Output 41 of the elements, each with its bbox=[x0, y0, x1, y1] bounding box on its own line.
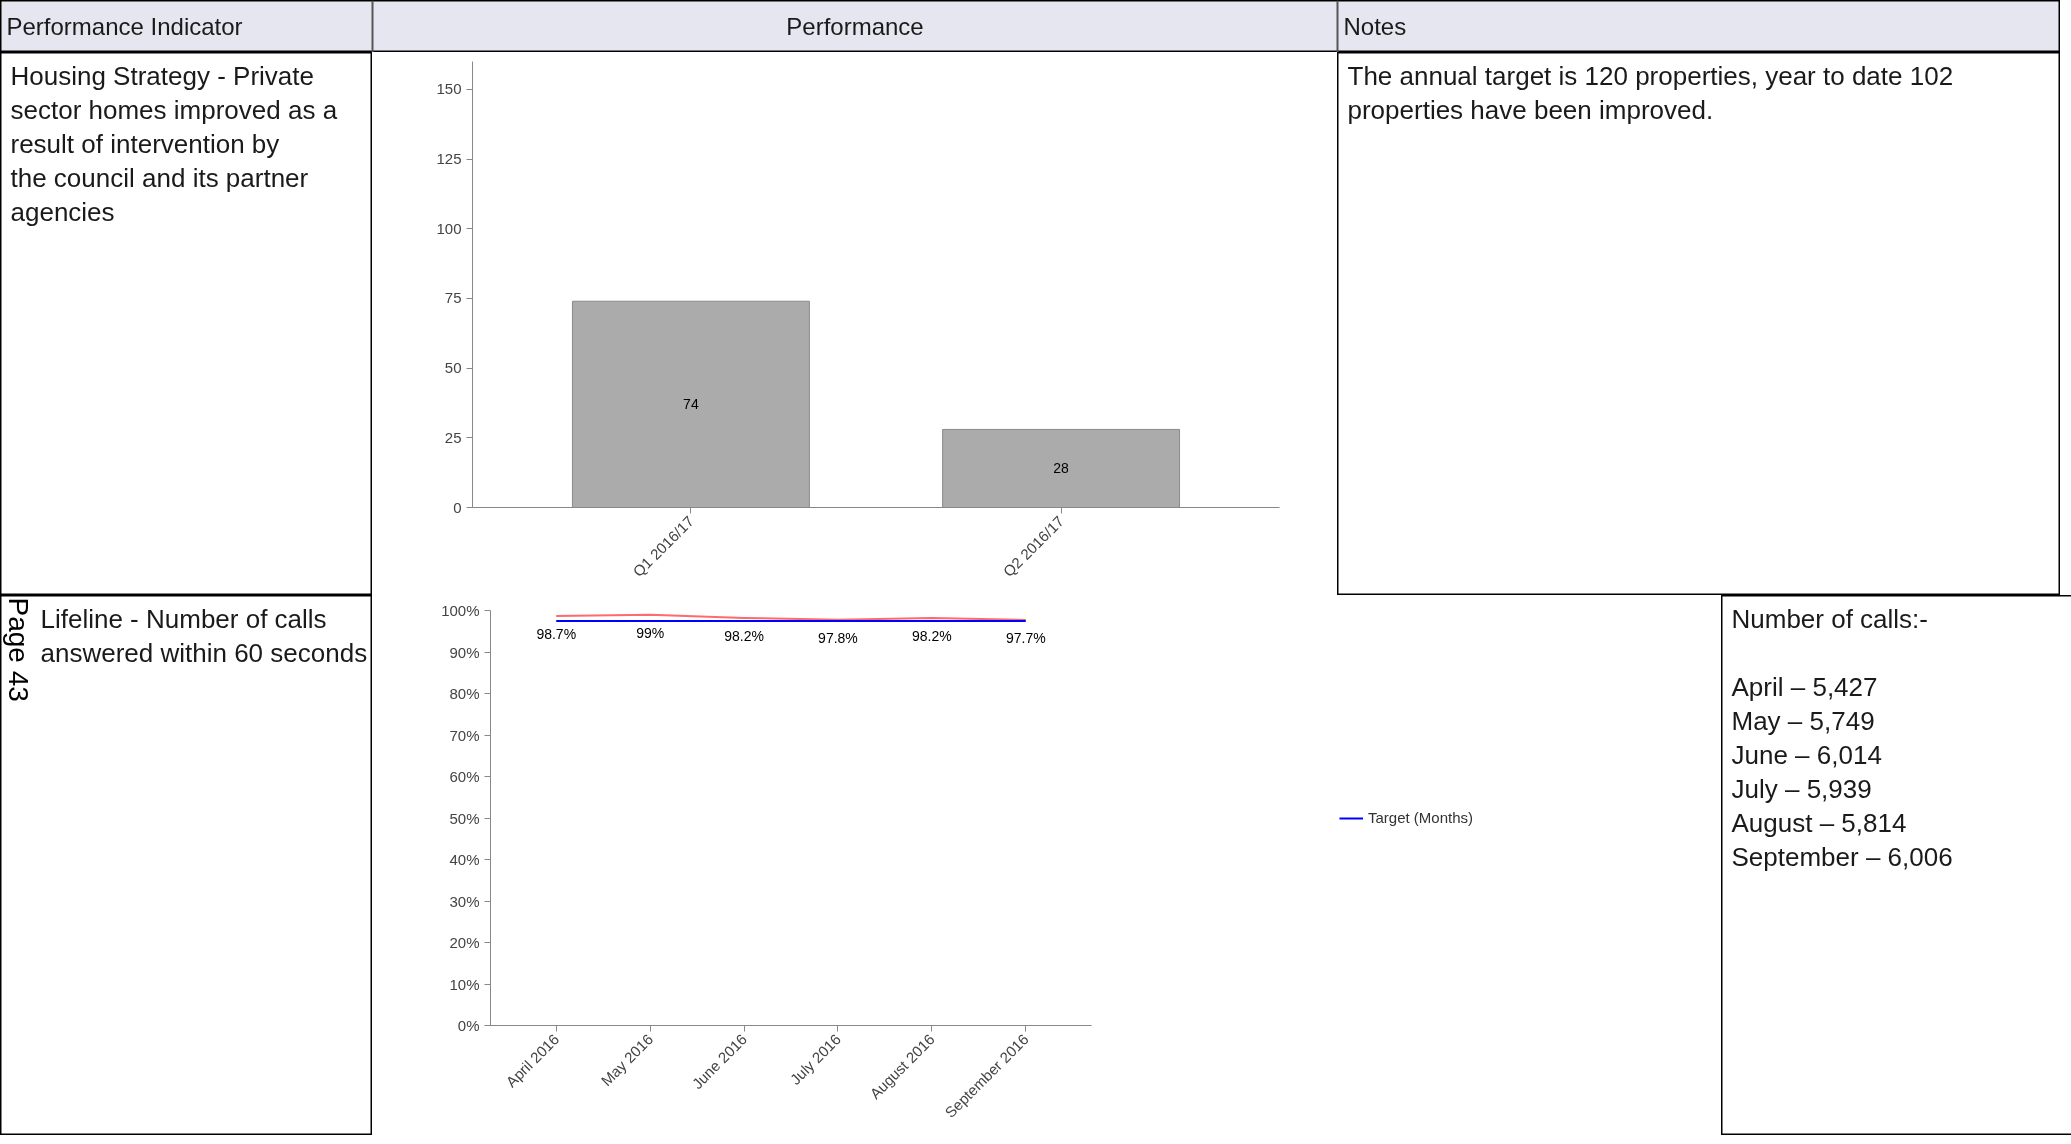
text: June – 6,014 bbox=[1731, 739, 1882, 770]
text: The annual target is 120 properties, year to date 102 properties have been improved. bbox=[1347, 60, 1954, 125]
text: Performance Indicator bbox=[6, 12, 243, 40]
y-tick-label: 10% bbox=[449, 975, 480, 993]
y-tick-label: 20% bbox=[449, 934, 480, 951]
text: May – 5,749 bbox=[1731, 705, 1875, 736]
data-label: 99% bbox=[636, 624, 665, 641]
data-label: 28 bbox=[1053, 460, 1070, 477]
y-tick-label: 75 bbox=[444, 289, 462, 307]
y-tick-label: 60% bbox=[449, 768, 480, 785]
y-tick-label: 80% bbox=[449, 685, 480, 702]
y-tick-label: 25 bbox=[444, 428, 462, 446]
y-tick-label: 125 bbox=[436, 150, 462, 168]
y-tick-label: 30% bbox=[449, 892, 480, 910]
y-tick-label: 0% bbox=[457, 1017, 480, 1034]
data-label: 98.7% bbox=[536, 625, 577, 642]
text: July – 5,939 bbox=[1731, 773, 1872, 804]
text: Notes bbox=[1343, 12, 1407, 40]
text: April – 5,427 bbox=[1731, 671, 1878, 702]
text: Housing Strategy - Private sector homes improved as a result of intervention by the council and its partner agencies bbox=[10, 60, 338, 227]
text: Performance bbox=[786, 12, 924, 40]
data-label: 74 bbox=[683, 396, 699, 413]
y-tick-label: 40% bbox=[449, 851, 480, 868]
y-tick-label: 90% bbox=[449, 643, 480, 661]
y-tick-label: 150 bbox=[436, 80, 462, 98]
legend-label: Target (Months) bbox=[1367, 809, 1474, 826]
data-label: 97.8% bbox=[818, 629, 858, 646]
text: September – 6,006 bbox=[1731, 841, 1953, 872]
text: Lifeline - Number of calls answered within 60 seconds bbox=[40, 603, 368, 668]
data-label: 98.2% bbox=[724, 627, 764, 644]
data-label: 97.7% bbox=[1005, 630, 1046, 647]
y-tick-label: 100 bbox=[436, 219, 462, 237]
text: Number of calls:- bbox=[1731, 603, 1928, 634]
y-tick-label: 100% bbox=[441, 602, 480, 619]
data-label: 98.2% bbox=[912, 627, 952, 644]
text: August – 5,814 bbox=[1731, 807, 1907, 838]
y-tick-label: 50 bbox=[444, 359, 462, 377]
y-tick-label: 70% bbox=[449, 726, 480, 744]
text: Page 43 bbox=[2, 597, 34, 702]
y-tick-label: 0 bbox=[453, 498, 462, 516]
y-tick-label: 50% bbox=[449, 809, 480, 827]
